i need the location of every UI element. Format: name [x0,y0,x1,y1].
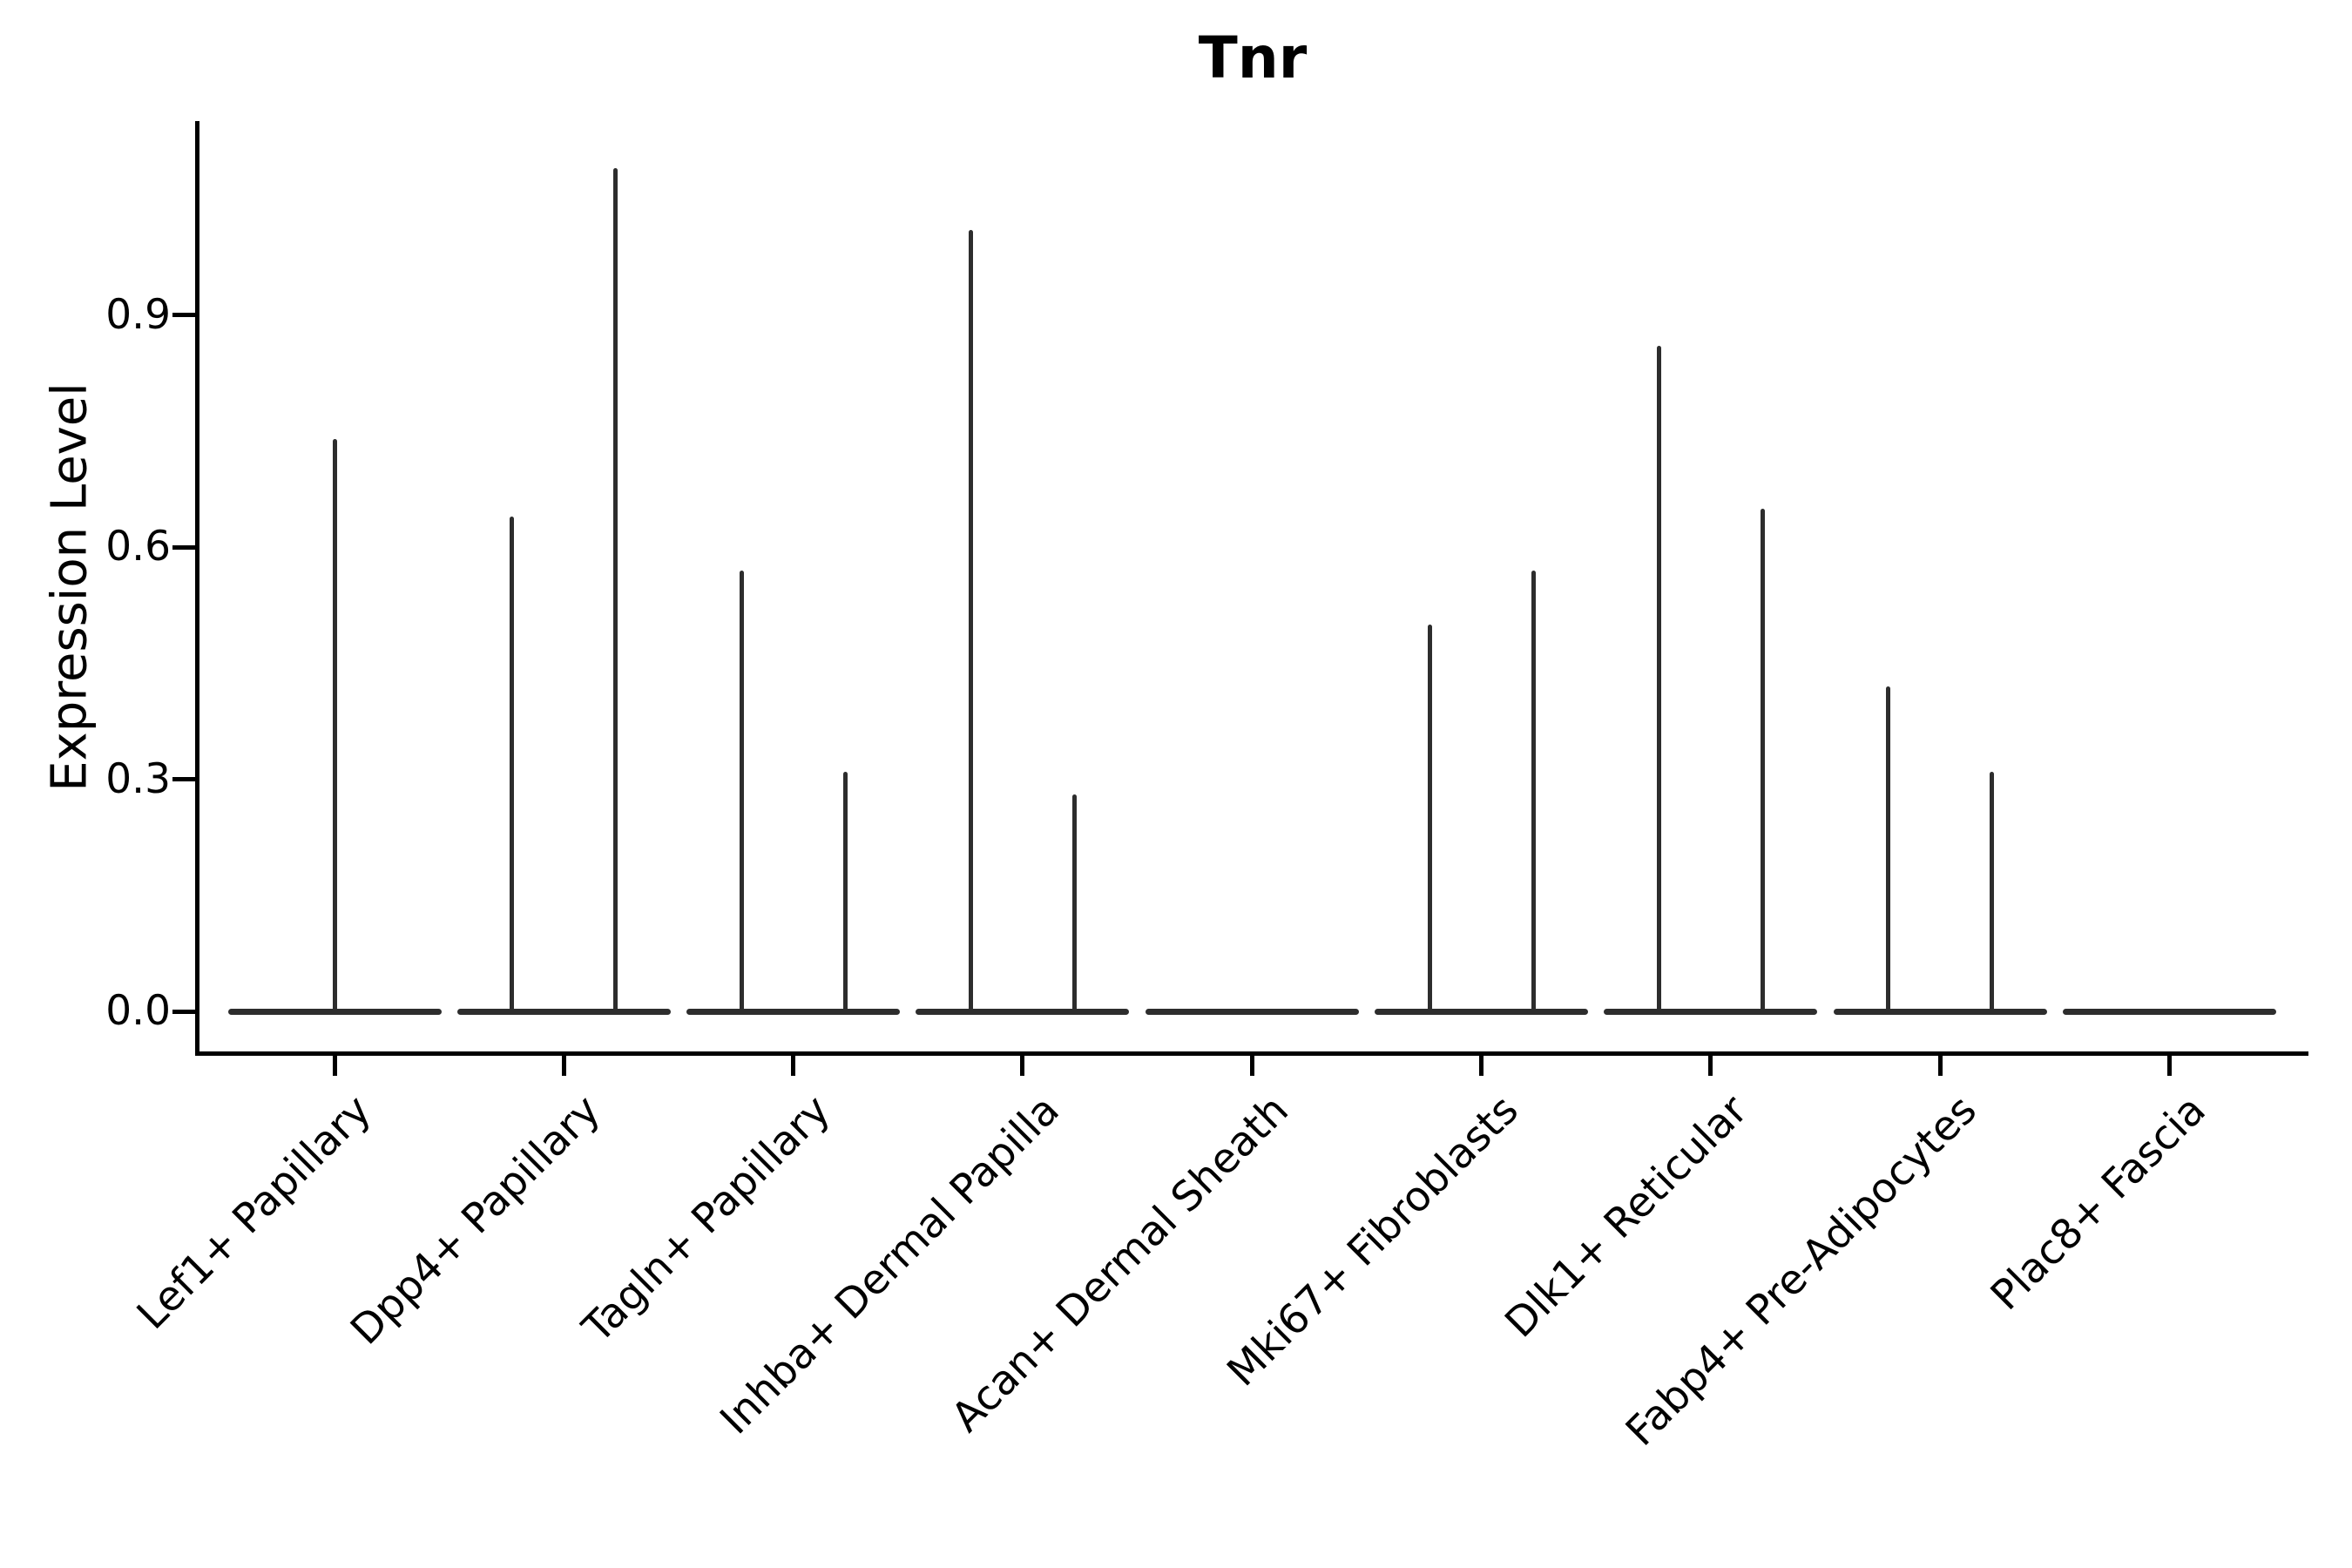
x-axis-line [194,1051,2308,1056]
x-tick [1937,1055,1943,1076]
x-tick-label: Inhba+ Dermal Papilla [711,1085,1069,1443]
violin-baseline [1145,1008,1359,1015]
y-axis-line [194,121,199,1056]
x-tick-label: Acan+ Dermal Sheath [943,1085,1298,1442]
violin-spike [1760,508,1765,1015]
violin-spike [613,168,618,1015]
x-tick-label: Fabp4+ Pre-Adipocytes [1617,1085,1986,1456]
y-tick-label: 0.6 [105,523,171,571]
x-tick [561,1055,566,1076]
y-tick [172,777,195,782]
violin-spike [842,771,848,1015]
violin-baseline [686,1008,901,1015]
x-tick [1708,1055,1713,1076]
violin-baseline [1375,1008,1588,1015]
x-tick-label: Plac8+ Fascia [1982,1085,2216,1320]
violin-spike [739,570,744,1015]
violin-spike [510,516,515,1015]
violin-baseline [456,1008,671,1015]
x-tick [791,1055,796,1076]
x-tick-label: Tagln+ Papillary [573,1085,840,1352]
x-tick-label: Dpp4+ Papillary [341,1085,611,1355]
violin-spike [1990,771,1995,1015]
violin-spike [1886,686,1891,1015]
y-tick-label: 0.9 [105,290,171,339]
x-tick-label: Mki67+ Fibroblasts [1217,1085,1528,1396]
violin-spike [1656,346,1661,1015]
violin-baseline [916,1008,1130,1015]
violin-spike [332,438,337,1015]
y-tick [172,313,195,318]
x-tick [1479,1055,1484,1076]
y-tick-label: 0.3 [105,754,171,803]
y-axis-label: Expression Level [41,382,98,792]
x-tick [1020,1055,1025,1076]
violin-baseline [2062,1008,2276,1015]
y-tick [172,544,195,550]
y-tick-label: 0.0 [105,987,171,1035]
x-tick [1249,1055,1254,1076]
violin-baseline [1604,1008,1818,1015]
violin-spike [968,230,973,1015]
x-tick [2166,1055,2172,1076]
x-tick [332,1055,337,1076]
violin-spike [1071,794,1077,1015]
violin-spike [1427,625,1432,1015]
chart-title: Tnr [1198,24,1308,91]
violin-spike [1531,570,1536,1015]
x-tick-label: Dlk1+ Reticular [1496,1085,1757,1347]
violin-baseline [1833,1008,2047,1015]
y-tick [172,1009,195,1014]
